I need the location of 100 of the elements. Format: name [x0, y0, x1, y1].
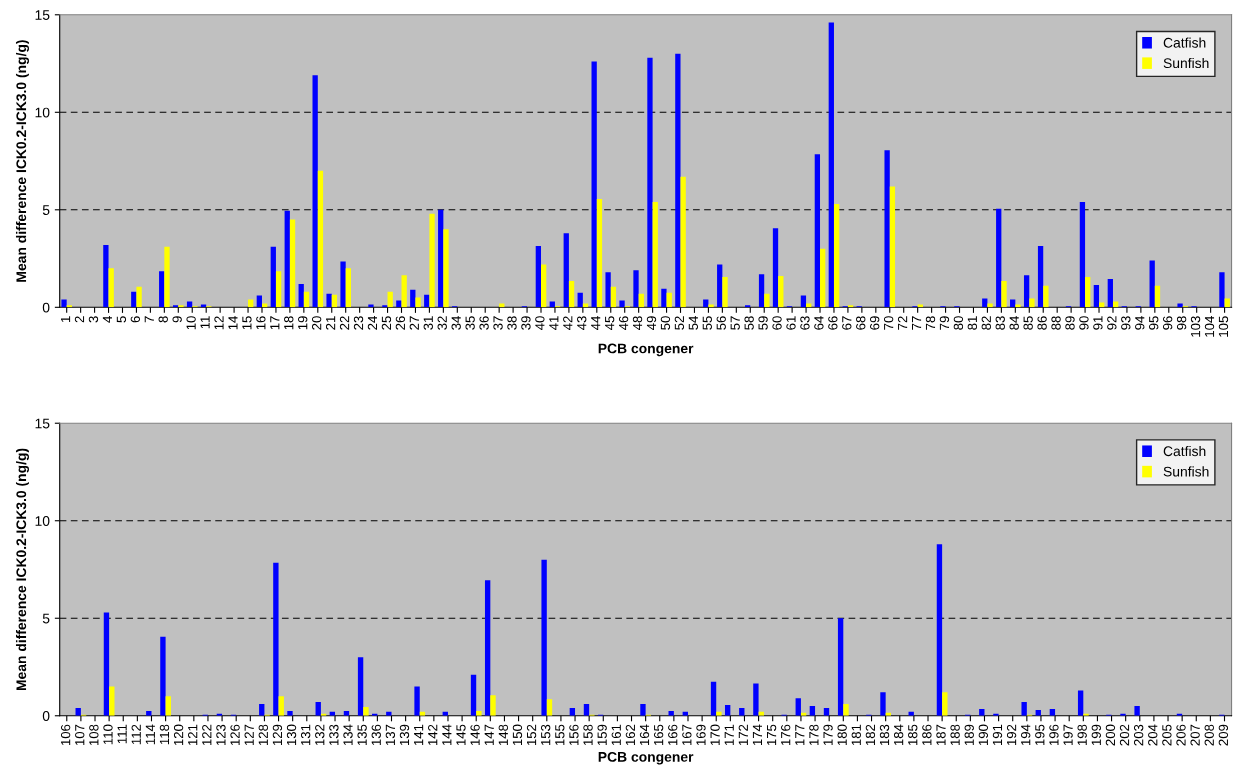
y-tick-label: 10 — [35, 516, 50, 526]
x-tick-label: 123 — [216, 724, 226, 746]
y-axis-title: Mean difference ICK0.2-ICK3.0 (ng/g) — [15, 40, 29, 282]
x-tick-label: 82 — [981, 316, 991, 330]
bar — [1079, 202, 1086, 308]
x-tick-label: 186 — [922, 724, 932, 746]
x-tick-label: 68 — [856, 316, 866, 330]
bar — [535, 245, 542, 308]
x-tick-label: 111 — [117, 724, 127, 744]
bar — [363, 706, 369, 716]
legend-label: Catfish — [1163, 37, 1206, 48]
bar — [401, 275, 407, 308]
bar — [1021, 702, 1027, 716]
x-tick-label: 195 — [1035, 724, 1045, 746]
x-tick-label: 63 — [800, 316, 810, 330]
bar — [289, 219, 296, 308]
x-tick-label: 25 — [381, 316, 392, 330]
x-tick-label: 146 — [470, 724, 480, 746]
bar — [987, 303, 993, 308]
x-tick-label: 77 — [912, 316, 922, 330]
bar — [1077, 690, 1084, 716]
x-tick-label: 2 — [74, 316, 85, 323]
bar — [582, 303, 589, 308]
bar — [287, 710, 293, 716]
x-tick-label: 15 — [242, 316, 252, 330]
x-tick-label: 1 — [61, 316, 71, 322]
bar — [298, 283, 304, 308]
x-tick-label: 55 — [702, 316, 712, 330]
bar — [443, 229, 449, 308]
bar — [778, 276, 784, 308]
x-tick-label: 40 — [535, 316, 545, 331]
x-tick-label: 165 — [653, 724, 664, 746]
bar — [1154, 285, 1161, 308]
bar — [200, 304, 207, 308]
bar — [717, 264, 723, 308]
x-tick-label: 133 — [329, 724, 339, 746]
bar — [568, 280, 575, 308]
bar — [368, 304, 374, 308]
x-tick-label: 129 — [272, 724, 283, 746]
x-tick-label: 104 — [1204, 316, 1215, 337]
bar — [833, 203, 840, 308]
bar — [1219, 272, 1225, 308]
bar — [1093, 284, 1100, 308]
x-tick-label: 21 — [325, 316, 336, 330]
bar — [837, 618, 844, 716]
y-tick-label: 5 — [42, 205, 50, 215]
x-tick-label: 122 — [202, 724, 212, 746]
x-tick-label: 148 — [498, 724, 508, 746]
bar — [1149, 260, 1155, 308]
x-tick-label: 147 — [484, 724, 494, 746]
x-tick-label: 78 — [925, 316, 936, 330]
x-tick-label: 46 — [618, 316, 629, 331]
y-tick-label: 10 — [35, 107, 50, 118]
x-tick-label: 145 — [456, 724, 466, 746]
x-tick-label: 70 — [883, 316, 894, 330]
x-tick-label: 20 — [312, 316, 322, 330]
x-tick-label: 136 — [371, 724, 381, 746]
x-tick-label: 142 — [428, 724, 438, 746]
x-tick-label: 128 — [258, 724, 268, 746]
x-tick-label: 159 — [597, 724, 607, 746]
y-tick-label: 15 — [35, 418, 50, 429]
x-tick-label: 48 — [632, 316, 643, 331]
x-tick-label: 162 — [625, 724, 636, 746]
x-tick-label: 203 — [1133, 724, 1144, 746]
x-tick-label: 37 — [493, 316, 503, 330]
x-tick-label: 169 — [696, 724, 706, 746]
bar — [795, 698, 801, 716]
x-tick-label: 187 — [936, 724, 946, 746]
x-tick-label: 181 — [851, 724, 861, 746]
x-tick-label: 69 — [870, 316, 880, 330]
x-tick-label: 89 — [1065, 316, 1075, 330]
x-tick-label: 11 — [200, 316, 210, 329]
x-tick-label: 17 — [270, 316, 280, 330]
x-tick-label: 172 — [738, 724, 748, 746]
bar — [1001, 280, 1007, 308]
x-tick-label: 14 — [228, 316, 238, 330]
bar — [499, 303, 505, 308]
bar — [103, 612, 110, 716]
x-tick-label: 170 — [710, 724, 720, 746]
x-tick-label: 135 — [357, 724, 367, 746]
x-tick-label: 7 — [144, 316, 154, 323]
x-tick-label: 59 — [758, 316, 768, 330]
bar — [710, 681, 717, 716]
x-tick-label: 50 — [660, 316, 671, 330]
x-tick-label: 176 — [781, 724, 791, 746]
x-tick-label: 202 — [1119, 724, 1130, 746]
x-tick-label: 194 — [1021, 724, 1031, 746]
x-tick-label: 183 — [879, 724, 890, 746]
x-tick-label: 49 — [646, 316, 657, 331]
x-axis-title: PCB congener — [598, 751, 694, 765]
bar — [312, 75, 318, 308]
x-tick-label: 67 — [842, 316, 852, 330]
bar — [1015, 304, 1021, 308]
bar — [103, 244, 109, 308]
bar — [596, 199, 603, 308]
bar — [273, 562, 279, 716]
bar — [1029, 298, 1035, 308]
x-tick-label: 91 — [1093, 316, 1103, 330]
x-tick-label: 131 — [300, 724, 311, 746]
x-axis-title: PCB congener — [598, 343, 694, 357]
